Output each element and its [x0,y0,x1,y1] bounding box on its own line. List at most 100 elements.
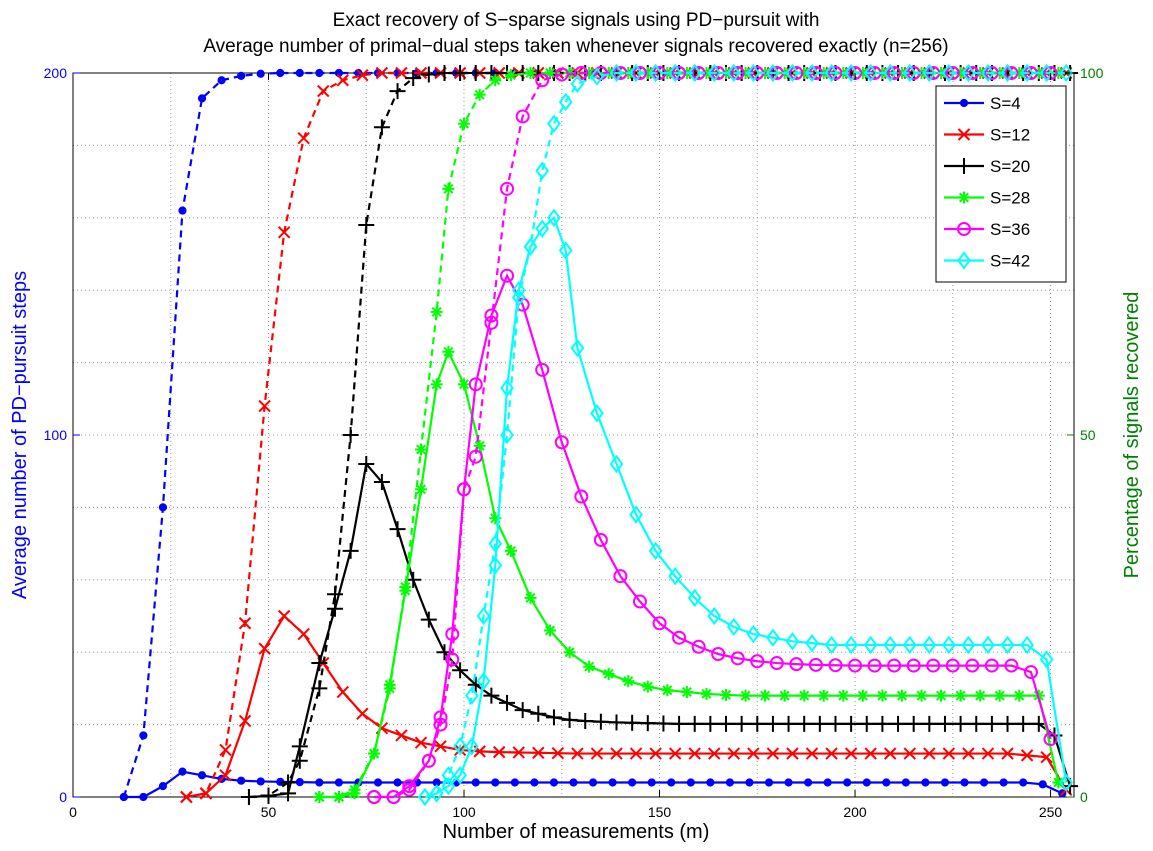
recovery-point [452,65,469,81]
legend-entries: S=4 S=12 S=20 S=28 S=36 S=42 [944,94,1030,271]
steps-point [430,378,443,391]
steps-point [240,789,257,805]
steps-point [590,404,604,423]
steps-point [942,635,956,655]
steps-point [824,635,839,655]
steps-point [952,715,969,732]
steps-point [922,635,937,655]
recovery-point [256,69,265,78]
recovery-point [887,66,902,80]
steps-point [415,483,428,496]
recovery-point [863,63,878,83]
legend-marker [956,158,972,174]
steps-point [844,747,858,760]
steps-point [342,542,359,559]
steps-point [610,747,623,760]
recovery-point [961,63,976,83]
recovery-point [883,63,898,83]
steps-point [492,745,506,759]
recovery-point [158,503,168,512]
steps-point [219,769,232,782]
steps-point [915,689,928,702]
steps-point [867,658,882,673]
steps-point [291,738,308,755]
recovery-point [473,88,486,101]
steps-point [887,658,902,673]
steps-point [641,680,654,693]
steps-point [453,743,467,757]
steps-point [707,606,722,626]
steps-point [429,784,444,803]
steps-point [499,694,516,711]
y-right-tick-label: 50 [1080,427,1096,443]
steps-point [680,686,693,699]
steps-point [745,778,754,787]
steps-point [549,778,559,787]
x-tick-label: 200 [843,804,867,820]
steps-point [691,639,706,654]
steps-point [583,660,596,673]
steps-point [649,747,662,760]
steps-line [319,348,1060,799]
recovery-point [445,652,460,667]
steps-point [759,689,772,702]
steps-point [1039,650,1054,669]
steps-point [1000,635,1015,655]
steps-point [1004,658,1019,673]
legend-marker [957,128,971,141]
steps-point [805,633,819,653]
steps-point [510,778,519,787]
recovery-point [375,66,389,80]
recovery-point [535,161,550,180]
steps-point [727,747,741,760]
legend-marker [957,222,971,236]
recovery-point [687,63,702,83]
legend-marker [958,191,970,204]
steps-point [983,715,1000,732]
y-left-tick-label: 0 [59,789,67,805]
steps-point [843,715,860,732]
steps-point [746,624,761,644]
steps-point [702,715,719,732]
steps-point [418,787,432,807]
recovery-point [1004,66,1019,80]
steps-point [558,241,573,260]
recovery-point [1000,63,1015,83]
steps-point [491,778,500,787]
steps-point [609,454,624,474]
recovery-point [547,114,561,133]
y-right-tick-label: 0 [1080,789,1088,805]
steps-point [602,667,615,680]
steps-point [389,521,406,538]
steps-point [1020,749,1034,762]
steps-point [383,678,396,691]
recovery-point [405,70,422,87]
legend-label: S=20 [990,157,1030,176]
steps-point [434,740,447,753]
steps-point [747,747,760,760]
steps-point [544,624,557,637]
steps-point [708,747,721,760]
steps-point [926,658,941,673]
steps-point [414,736,428,749]
steps-point [199,787,213,800]
steps-point [817,689,830,702]
steps-point [668,567,683,586]
steps-point [238,714,252,728]
recovery-point [489,74,502,87]
steps-point [313,791,326,803]
steps-point [1059,773,1074,792]
steps-point [945,658,960,673]
recovery-point [558,92,573,112]
steps-point [570,338,585,358]
recovery-point [766,63,780,83]
steps-point [608,778,617,787]
steps-point [326,600,343,617]
steps-point [848,658,863,673]
steps-point [733,715,750,732]
x-tick-label: 100 [452,804,476,820]
steps-point [804,778,813,787]
steps-point [530,705,547,722]
steps-point [588,778,598,787]
steps-point [902,635,917,655]
